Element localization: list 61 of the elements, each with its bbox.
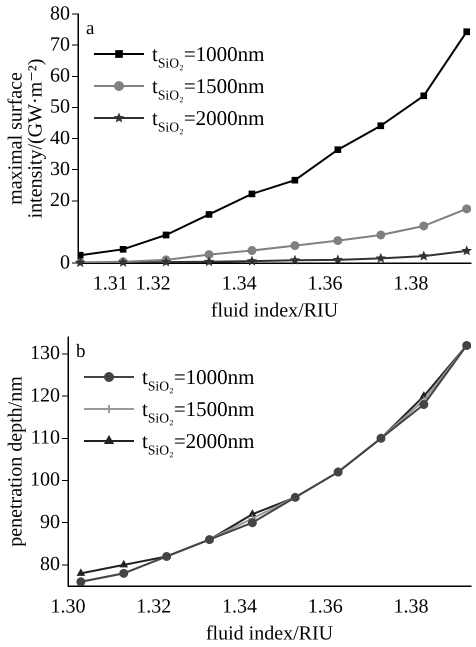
point [204, 256, 214, 266]
point [377, 122, 384, 130]
point [246, 256, 258, 266]
point [463, 28, 470, 36]
x-tick-label: 1.38 [393, 272, 428, 294]
point [247, 246, 256, 256]
x-tick-label: 1.32 [136, 595, 172, 618]
point [206, 211, 212, 218]
x-tick-label: 1.36 [308, 595, 343, 618]
point [78, 252, 84, 259]
point [333, 236, 342, 246]
chart-title: a [86, 18, 95, 39]
x-tick-label: 1.32 [136, 272, 171, 294]
y-tick-label: 130 [30, 342, 60, 364]
point [419, 221, 428, 230]
x-axis-title: fluid index/RIU [206, 622, 334, 644]
point [376, 252, 386, 263]
y-axis-title: maximal surface intensity/(GW·m⁻²) [4, 58, 46, 218]
point [332, 254, 344, 264]
x-axis-title: fluid index/RIU [210, 299, 339, 322]
y-tick-label: 40 [50, 126, 70, 149]
point [334, 146, 342, 154]
point [376, 230, 386, 240]
y-tick-label: 100 [30, 468, 60, 491]
y-tick-label: 60 [50, 64, 70, 86]
x-tick-label: 1.38 [393, 595, 428, 618]
point [118, 256, 128, 267]
point [461, 245, 472, 256]
x-tick-label: 1.36 [307, 272, 342, 294]
y-tick-label: 30 [50, 158, 70, 180]
point [204, 250, 214, 260]
y-axis-title: penetration depth/nm [4, 376, 26, 547]
y-tick-label: 110 [30, 426, 60, 449]
point [76, 568, 85, 576]
y-tick-label: 0 [60, 251, 70, 274]
x-tick-label: 1.34 [222, 272, 257, 294]
point [248, 190, 256, 198]
y-tick-label: 80 [40, 553, 60, 576]
x-tick-label: 1.31 [92, 272, 128, 294]
y-tick-label: 90 [40, 510, 60, 533]
point [248, 518, 257, 528]
point [462, 204, 471, 214]
point [74, 257, 86, 268]
chart-title: b [76, 341, 86, 362]
point [162, 232, 170, 238]
y-tick-label: 50 [50, 96, 70, 118]
x-tick-label: 1.34 [222, 595, 257, 618]
point [290, 254, 300, 265]
point [292, 176, 298, 184]
point [419, 400, 428, 410]
y-tick-label: 80 [50, 2, 70, 24]
point [160, 256, 172, 267]
point [420, 92, 428, 100]
point [120, 246, 126, 253]
point [290, 241, 300, 250]
point [120, 560, 128, 568]
y-tick-label: 120 [30, 384, 60, 406]
point [418, 250, 429, 261]
y-tick-label: 20 [50, 189, 70, 211]
y-tick-label: 70 [50, 33, 70, 56]
x-tick-label: 1.30 [50, 595, 86, 618]
